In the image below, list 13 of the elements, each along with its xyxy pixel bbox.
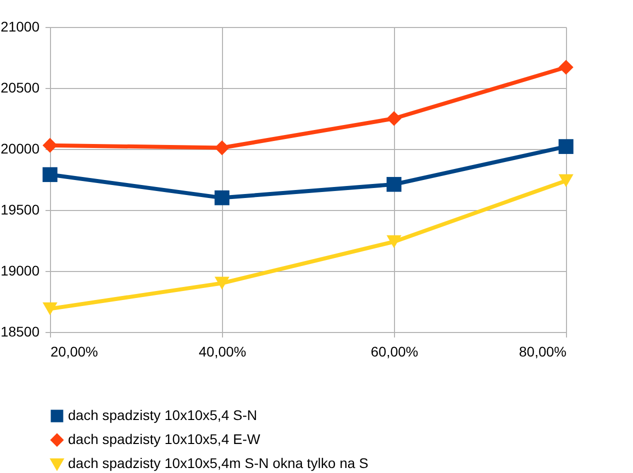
y-tick-label: 20500 (0, 80, 40, 96)
y-tick-label: 19000 (0, 262, 40, 278)
legend-label: dach spadzisty 10x10x5,4 E-W (68, 431, 261, 447)
x-tick-label: 60,00% (370, 344, 418, 360)
x-tick-label: 40,00% (198, 344, 246, 360)
legend-label: dach spadzisty 10x10x5,4 S-N (68, 407, 258, 423)
x-tick-label: 20,00% (50, 344, 98, 360)
y-tick-label: 20000 (0, 140, 40, 156)
y-tick-label: 21000 (0, 18, 40, 34)
x-tick-label: 80,00% (519, 344, 566, 360)
y-tick-label: 18500 (0, 324, 40, 340)
y-tick-label: 19500 (0, 202, 40, 218)
legend-label: dach spadzisty 10x10x5,4m S-N okna tylko na S (68, 455, 368, 471)
